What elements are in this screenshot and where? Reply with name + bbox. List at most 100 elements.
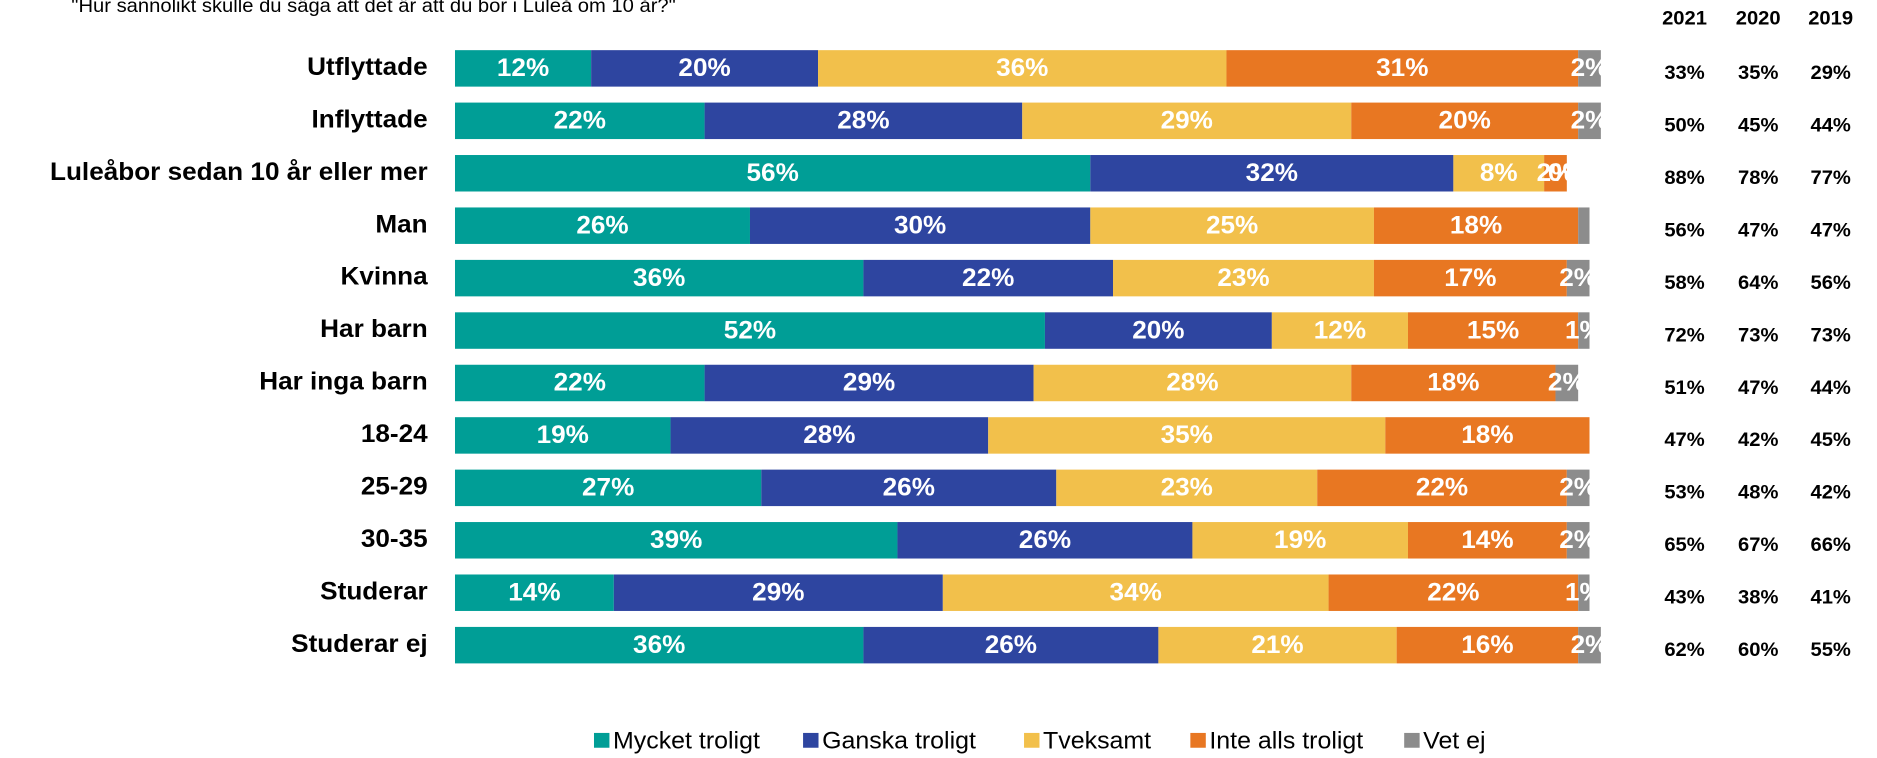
bar-segment [1578, 50, 1601, 87]
table-cell: 56% [1810, 272, 1851, 294]
data-label: 22% [554, 107, 607, 134]
data-label: 1% [1565, 317, 1603, 344]
table-cell: 72% [1664, 325, 1705, 347]
data-label: 52% [724, 317, 777, 344]
table-cell: 48% [1738, 482, 1779, 504]
data-label: 28% [803, 422, 856, 449]
legend-swatch [593, 732, 610, 748]
category-label: Kvinna [341, 263, 429, 290]
data-label: 2% [1548, 369, 1586, 396]
bar-segment [1226, 50, 1579, 87]
table-cell: 78% [1738, 167, 1779, 189]
table-header: 2021 [1662, 8, 1707, 30]
table-cell: 41% [1810, 587, 1851, 609]
bar-segment [1351, 364, 1556, 402]
data-label: 2% [1559, 527, 1597, 554]
legend-label: Vet ej [1423, 728, 1485, 754]
data-label: 2% [1537, 159, 1575, 186]
table-cell: 50% [1664, 115, 1705, 137]
table-cell: 66% [1810, 534, 1851, 556]
data-label: 8% [1480, 159, 1518, 186]
table-cell: 29% [1810, 63, 1851, 85]
table-header: 2019 [1808, 8, 1853, 30]
data-label: 27% [582, 474, 635, 501]
data-label: 18% [1427, 369, 1480, 396]
table-cell: 33% [1664, 63, 1705, 85]
bar-segment [1271, 312, 1408, 349]
table-cell: 88% [1664, 167, 1705, 189]
bar-segment [1566, 522, 1590, 559]
data-label: 20% [1132, 317, 1185, 344]
bar-segment [1033, 364, 1352, 402]
bar-segment [897, 522, 1193, 559]
table-cell: 58% [1664, 272, 1705, 294]
bar-segment [1578, 312, 1590, 349]
bar-segment [942, 574, 1329, 611]
data-label: 23% [1161, 474, 1214, 501]
table-cell: 43% [1664, 587, 1705, 609]
bar-segment [1317, 469, 1567, 507]
bar-segment [1578, 626, 1601, 664]
bar-segment [1578, 574, 1590, 611]
table-cell: 51% [1664, 377, 1705, 399]
table-cell: 73% [1738, 325, 1779, 347]
table-cell: 73% [1810, 325, 1851, 347]
table-cell: 35% [1738, 63, 1779, 85]
legend-label: Mycket troligt [613, 728, 760, 754]
bar-segment [454, 626, 864, 664]
bar-segment [1158, 626, 1397, 664]
data-label: 26% [883, 474, 936, 501]
table-cell: 67% [1738, 534, 1779, 556]
category-label: Man [375, 211, 427, 238]
bar-segment [1351, 102, 1579, 140]
data-label: 35% [1161, 422, 1214, 449]
data-label: 2% [1559, 264, 1597, 291]
bar-segment [1373, 207, 1579, 244]
data-label: 29% [1161, 107, 1214, 134]
table-cell: 45% [1810, 430, 1851, 452]
data-label: 32% [1246, 159, 1299, 186]
data-label: 36% [633, 631, 686, 658]
bar-segment [1113, 259, 1374, 297]
table-cell: 45% [1738, 115, 1779, 137]
bar-segment [1555, 364, 1579, 402]
data-label: 22% [1416, 474, 1469, 501]
category-label: Har barn [320, 316, 427, 343]
data-label: 25% [1206, 212, 1259, 239]
data-label: 29% [843, 369, 896, 396]
bar-segment [749, 207, 1091, 244]
data-label: 15% [1467, 317, 1520, 344]
bar-segment [454, 469, 762, 507]
bar-segment [454, 259, 864, 297]
data-label: 18% [1450, 212, 1503, 239]
bar-segment [1056, 469, 1318, 507]
table-header: 2020 [1736, 8, 1781, 30]
legend-swatch [1024, 732, 1040, 748]
category-label: Luleåbor sedan 10 år eller mer [50, 158, 428, 185]
data-label: 26% [576, 212, 629, 239]
bar-segment [863, 259, 1114, 297]
bar-segment [1192, 522, 1408, 559]
table-cell: 47% [1810, 220, 1851, 242]
table-cell: 38% [1738, 587, 1779, 609]
bar-segment [1407, 522, 1567, 559]
data-label: 23% [1217, 264, 1270, 291]
category-label: Inflyttade [311, 106, 427, 133]
bar-segment [454, 207, 750, 244]
bar-segment [454, 102, 705, 140]
table-cell: 47% [1738, 220, 1779, 242]
category-label: Studerar ej [291, 630, 428, 657]
data-label: 26% [1019, 527, 1072, 554]
table-cell: 44% [1810, 115, 1851, 137]
data-label: 12% [497, 55, 550, 82]
data-label: 18% [1461, 422, 1514, 449]
data-label: 2% [1571, 107, 1609, 134]
bar-segment [1090, 207, 1374, 244]
category-label: 18-24 [361, 421, 429, 448]
data-label: 31% [1376, 55, 1429, 82]
data-label: 19% [537, 422, 590, 449]
bar-segment [1373, 259, 1567, 297]
category-label: Utflyttade [307, 53, 428, 80]
bar-segment [1578, 207, 1590, 244]
